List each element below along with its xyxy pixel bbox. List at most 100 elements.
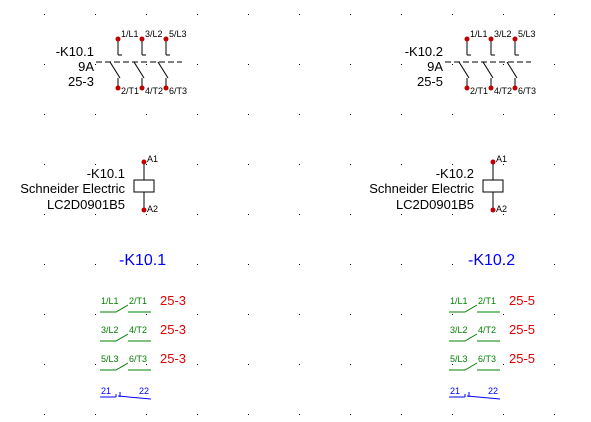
grid-dot — [452, 214, 453, 215]
grid-dot — [350, 114, 351, 115]
grid-dot — [44, 214, 45, 215]
contactor-location: 25-5 — [417, 74, 443, 89]
contactor-power-symbol[interactable]: -K10.1 9A 25-3 1/L1 3/L2 5/L3 2/T1 4/T2 … — [56, 29, 187, 96]
grid-dot — [44, 164, 45, 165]
grid-dot — [197, 114, 198, 115]
grid-dot — [299, 364, 300, 365]
grid-dot — [44, 264, 45, 265]
coil-pin-a2: A2 — [147, 204, 158, 214]
coil-tag: -K10.2 — [436, 166, 474, 181]
aux-contact-lines — [100, 392, 152, 400]
pin-label: 4/T2 — [494, 86, 512, 96]
grid-dot — [95, 14, 96, 15]
grid-dot — [146, 264, 147, 265]
grid-dot — [95, 214, 96, 215]
aux-contact-label: 22 — [139, 386, 149, 396]
contactor-power-symbol[interactable]: -K10.2 9A 25-5 1/L1 3/L2 5/L3 2/T1 4/T2 … — [405, 29, 536, 96]
pin-label: 1/L1 — [121, 29, 139, 39]
grid-dot — [452, 364, 453, 365]
grid-dot — [452, 114, 453, 115]
grid-dot — [503, 364, 504, 365]
grid-dot — [197, 414, 198, 415]
grid-dot — [248, 314, 249, 315]
pin-label: 2/T1 — [121, 86, 139, 96]
grid-dot — [197, 364, 198, 365]
main-contacts — [96, 39, 182, 88]
cross-reference-title: -K10.2 — [468, 252, 515, 269]
grid-dot — [44, 414, 45, 415]
contact-cross-reference[interactable]: -K10.2 1/L1 2/T1 25-5 3/L2 4/T2 25-5 5/L… — [449, 252, 535, 400]
grid-dot — [197, 214, 198, 215]
grid-dot — [503, 264, 504, 265]
grid-dot — [401, 264, 402, 265]
grid-dot — [95, 114, 96, 115]
grid-dot — [44, 314, 45, 315]
grid-dot — [95, 264, 96, 265]
contactor-coil-symbol[interactable]: -K10.2 Schneider Electric LC2D0901B5 A1 … — [369, 154, 507, 214]
grid-dot — [146, 114, 147, 115]
grid-dot — [401, 214, 402, 215]
grid-dot — [554, 364, 555, 365]
grid-dot — [248, 364, 249, 365]
contactor-rating: 9A — [427, 59, 443, 74]
grid-dot — [401, 314, 402, 315]
contactor-coil-symbol[interactable]: -K10.1 Schneider Electric LC2D0901B5 A1 … — [20, 154, 158, 214]
grid-dot — [554, 264, 555, 265]
contact-label: 1/L1 — [450, 296, 468, 306]
grid-dot — [146, 414, 147, 415]
grid-dot — [503, 414, 504, 415]
grid-dot — [452, 314, 453, 315]
grid-dots — [44, 14, 555, 415]
contact-reference: 25-5 — [509, 322, 535, 337]
contact-label: 4/T2 — [478, 325, 496, 335]
pin-label: 1/L1 — [470, 29, 488, 39]
grid-dot — [452, 414, 453, 415]
grid-dot — [350, 14, 351, 15]
contact-label: 3/L2 — [101, 325, 119, 335]
grid-dot — [248, 264, 249, 265]
contact-reference: 25-5 — [509, 293, 535, 308]
grid-dot — [350, 164, 351, 165]
grid-dot — [401, 14, 402, 15]
grid-dot — [299, 314, 300, 315]
coil-terminal-dots — [141, 159, 147, 213]
grid-dot — [248, 414, 249, 415]
contact-reference: 25-3 — [160, 293, 186, 308]
aux-contact-label: 21 — [450, 386, 460, 396]
grid-dot — [554, 164, 555, 165]
contact-lines — [100, 304, 151, 371]
coil-manufacturer: Schneider Electric — [369, 181, 474, 196]
contact-cross-reference[interactable]: -K10.1 1/L1 2/T1 25-3 3/L2 4/T2 25-3 5/L… — [100, 252, 186, 400]
grid-dot — [146, 164, 147, 165]
contactor-tag: -K10.2 — [405, 44, 443, 59]
grid-dot — [146, 64, 147, 65]
grid-dot — [554, 114, 555, 115]
pin-label: 6/T3 — [169, 86, 187, 96]
grid-dot — [299, 414, 300, 415]
grid-dot — [197, 264, 198, 265]
grid-dot — [95, 364, 96, 365]
contact-label: 5/L3 — [450, 354, 468, 364]
coil-pin-a1: A1 — [147, 154, 158, 164]
grid-dot — [503, 164, 504, 165]
grid-dot — [554, 214, 555, 215]
grid-dot — [197, 164, 198, 165]
contactor-tag: -K10.1 — [56, 44, 94, 59]
coil-part-number: LC2D0901B5 — [47, 197, 125, 212]
grid-dot — [401, 164, 402, 165]
grid-dot — [146, 14, 147, 15]
contact-reference: 25-3 — [160, 322, 186, 337]
pin-label: 3/L2 — [145, 29, 163, 39]
pin-label: 5/L3 — [169, 29, 187, 39]
grid-dot — [197, 314, 198, 315]
aux-contact-label: 22 — [488, 386, 498, 396]
coil-tag: -K10.1 — [87, 166, 125, 181]
grid-dot — [554, 64, 555, 65]
grid-dot — [401, 414, 402, 415]
grid-dot — [299, 14, 300, 15]
contact-reference: 25-3 — [160, 351, 186, 366]
grid-dot — [503, 114, 504, 115]
pin-label: 5/L3 — [518, 29, 536, 39]
pin-label: 2/T1 — [470, 86, 488, 96]
